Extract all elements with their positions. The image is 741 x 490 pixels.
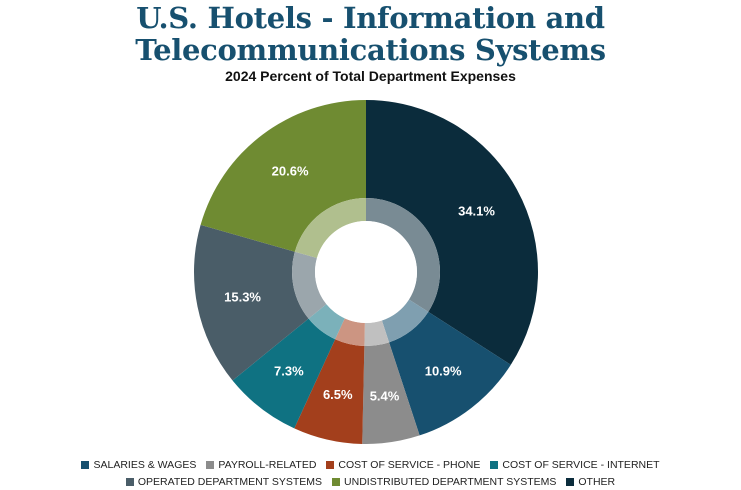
inner-ring-undistributed-department-systems [294,198,366,259]
legend-swatch [490,460,499,469]
slice-label-payroll-related: 5.4% [370,389,400,404]
legend-item-cost-of-service-phone: COST OF SERVICE - PHONE [326,459,480,471]
chart-title-line-2: Telecommunications Systems [135,33,606,67]
legend-swatch [125,477,134,486]
inner-ring-operated-department-systems [292,251,327,319]
legend-label: OPERATED DEPARTMENT SYSTEMS [137,475,323,488]
legend-label: OTHER [578,475,616,488]
slice-label-cost-of-service-phone: 6.5% [323,387,353,402]
donut-hole [315,221,417,323]
legend-label: COST OF SERVICE - INTERNET [502,458,660,471]
inner-ring-other [366,198,440,312]
inner-ring-cost-of-service-phone [335,318,365,346]
legend-swatch [326,460,335,469]
legend-swatch [206,460,215,469]
slice-labels: 34.1% 10.9% 5.4% 6.5% 7.3% 15.3% 20.6% [224,163,495,403]
chart-legend: SALARIES & WAGES PAYROLL-RELATED COST OF S… [0,456,741,490]
slice-undistributed-department-systems [200,100,366,252]
chart-subtitle: 2024 Percent of Total Department Expense… [225,68,516,84]
legend-item-payroll-related: PAYROLL-RELATED [206,459,316,471]
legend-swatch [566,477,575,486]
donut-inner-ring [292,198,440,346]
legend-item-salaries-and-wages: SALARIES & WAGES [81,459,196,471]
legend-item-operated-department-systems: OPERATED DEPARTMENT SYSTEMS [125,475,323,488]
slice-label-operated-department-systems: 15.3% [224,289,261,304]
slice-operated-department-systems [193,224,309,381]
chart-title-line-1: U.S. Hotels - Information and [136,1,605,35]
legend-label: COST OF SERVICE - PHONE [338,458,481,471]
slice-cost-of-service-phone [294,339,365,444]
slice-label-undistributed-department-systems: 20.6% [272,163,309,178]
legend-row-1: SALARIES & WAGES PAYROLL-RELATED COST OF S… [0,456,741,473]
slice-label-salaries-and-wages: 10.9% [425,364,462,379]
slice-salaries-and-wages [389,311,511,436]
slice-label-cost-of-service-internet: 7.3% [274,364,304,379]
chart-title: U.S. Hotels - Information and Telecommun… [0,2,741,66]
slice-label-other: 34.1% [458,204,495,219]
legend-item-other: OTHER [566,476,615,488]
legend-item-undistributed-department-systems: UNDISTRIBUTED DEPARTMENT SYSTEMS [332,476,556,488]
inner-ring-cost-of-service-internet [308,304,345,340]
legend-swatch [332,477,341,486]
inner-ring-payroll-related [364,320,390,346]
legend-row-2: OPERATED DEPARTMENT SYSTEMS UNDISTRIBUTED… [0,473,741,490]
legend-item-cost-of-service-internet: COST OF SERVICE - INTERNET [490,458,660,471]
slice-cost-of-service-internet [232,318,336,429]
legend-swatch [81,460,90,469]
slice-other [366,100,538,365]
donut-slices [193,100,538,445]
slice-payroll-related [362,342,420,445]
legend-label: SALARIES & WAGES [93,458,197,471]
legend-label: PAYROLL-RELATED [218,458,317,471]
legend-label: UNDISTRIBUTED DEPARTMENT SYSTEMS [344,475,557,488]
inner-ring-salaries-and-wages [381,299,429,343]
